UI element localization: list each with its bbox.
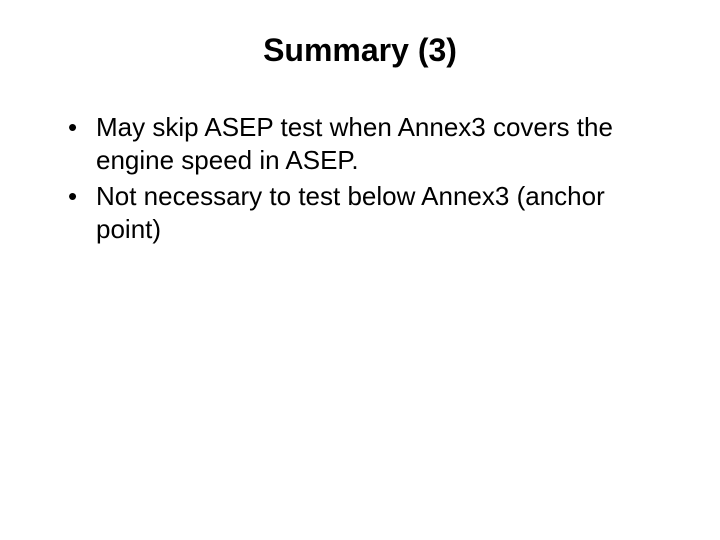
slide-container: Summary (3) May skip ASEP test when Anne…	[0, 0, 720, 540]
bullet-item: Not necessary to test below Annex3 (anch…	[68, 180, 670, 245]
bullet-list: May skip ASEP test when Annex3 covers th…	[50, 111, 670, 245]
slide-title: Summary (3)	[50, 32, 670, 69]
bullet-item: May skip ASEP test when Annex3 covers th…	[68, 111, 670, 176]
